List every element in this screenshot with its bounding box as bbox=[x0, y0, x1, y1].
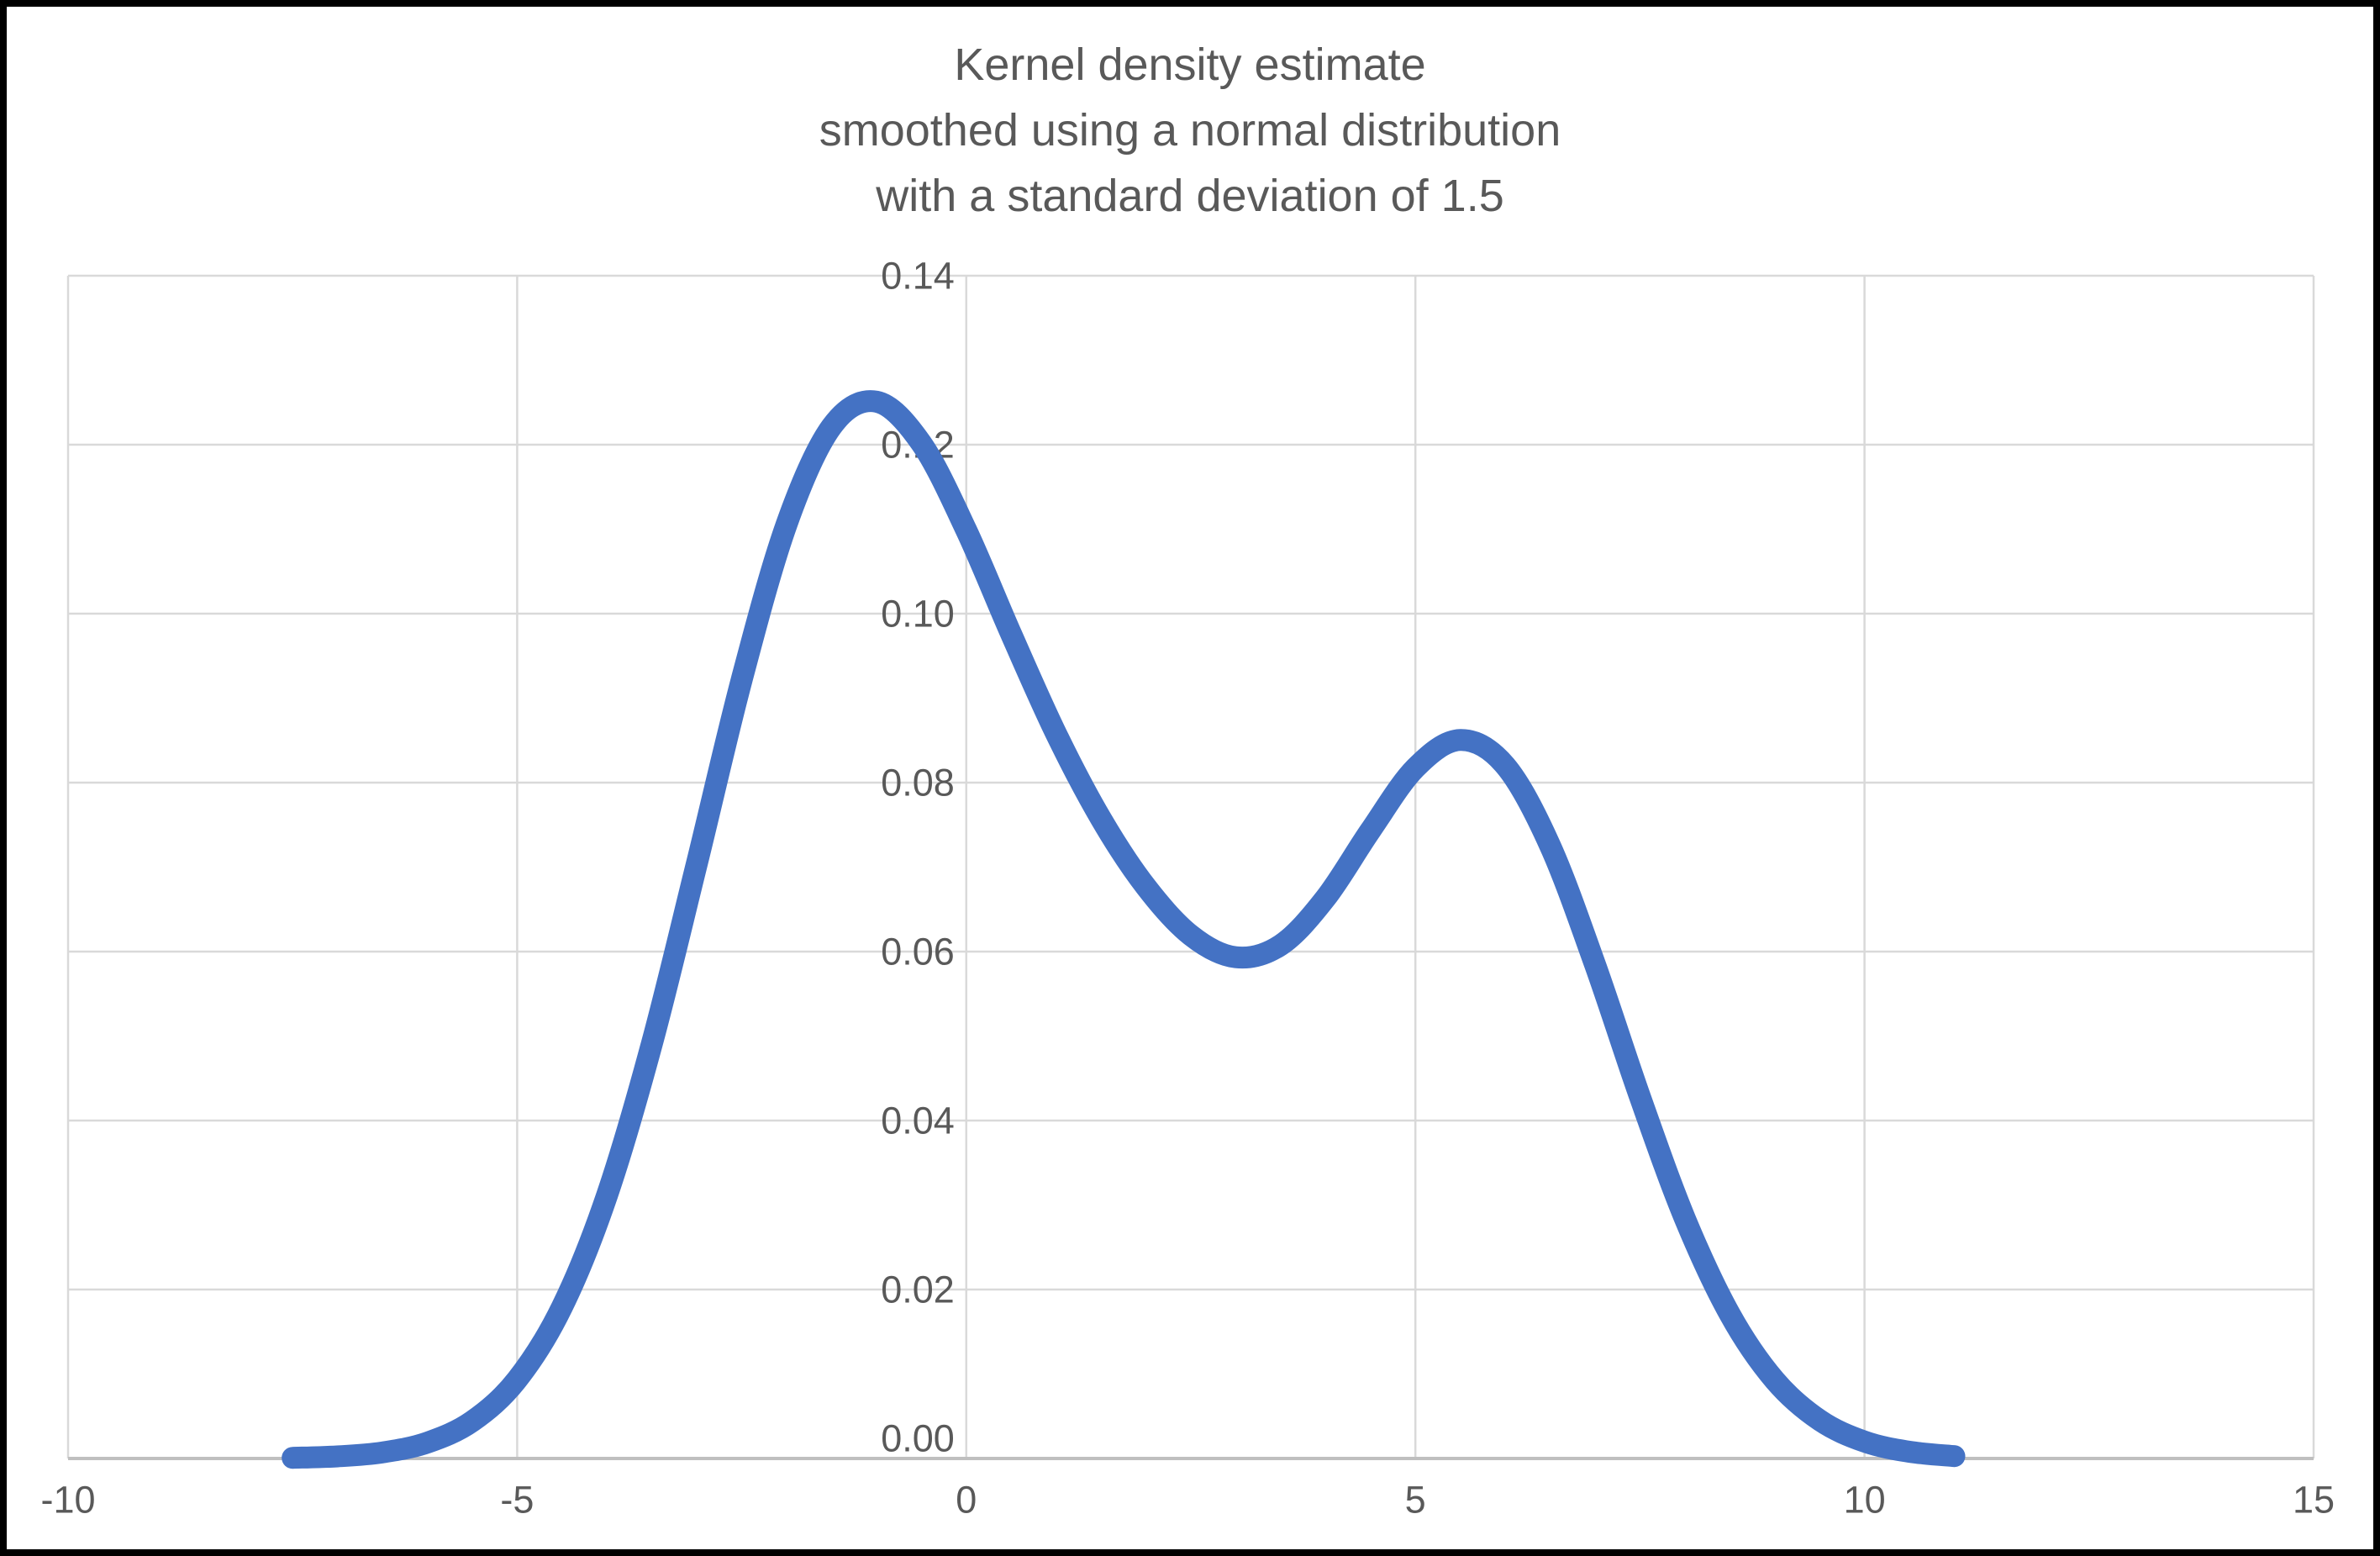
y-tick-label: 0.10 bbox=[881, 593, 955, 636]
y-tick-label: 0.02 bbox=[881, 1269, 955, 1311]
x-tick-label: 0 bbox=[956, 1479, 977, 1522]
chart-title: Kernel density estimate smoothed using a… bbox=[0, 32, 2380, 229]
chart-title-line-1: Kernel density estimate bbox=[954, 40, 1426, 90]
x-tick-label: -5 bbox=[500, 1479, 534, 1522]
y-tick-label: 0.06 bbox=[881, 931, 955, 973]
y-tick-label: 0.08 bbox=[881, 762, 955, 804]
x-tick-label: 15 bbox=[2293, 1479, 2335, 1522]
y-tick-label: 0.00 bbox=[881, 1417, 955, 1460]
x-tick-label: -10 bbox=[40, 1479, 95, 1522]
chart-title-line-3: with a standard deviation of 1.5 bbox=[876, 171, 1504, 221]
y-tick-label: 0.14 bbox=[881, 255, 955, 298]
x-tick-label: 5 bbox=[1405, 1479, 1426, 1522]
kde-curve bbox=[282, 390, 1966, 1469]
chart-title-line-2: smoothed using a normal distribution bbox=[819, 105, 1561, 156]
y-tick-label: 0.04 bbox=[881, 1100, 955, 1142]
x-tick-label: 10 bbox=[1844, 1479, 1886, 1522]
